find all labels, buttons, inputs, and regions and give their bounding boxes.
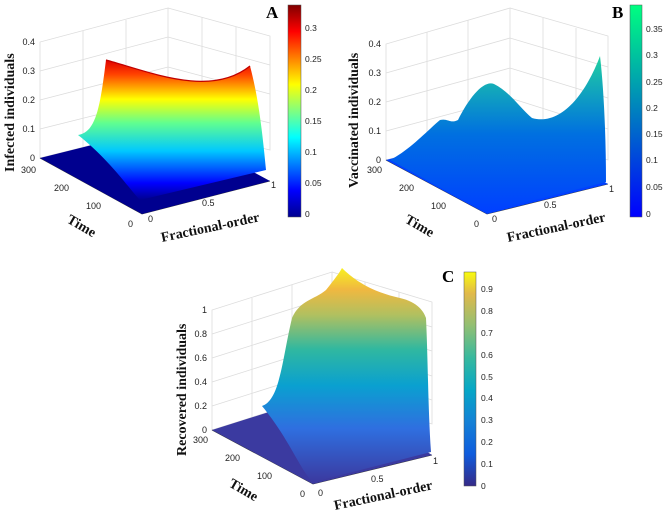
z-tick: 0.3 [22, 66, 35, 76]
y-tick: 200 [54, 183, 69, 193]
panel-c-label: C [442, 267, 454, 286]
z-tick: 0.4 [368, 39, 381, 49]
z-tick: 0.1 [368, 126, 381, 136]
x-tick: 0 [492, 214, 497, 224]
colorbar-tick: 0.7 [481, 328, 493, 338]
z-tick: 0.4 [194, 377, 207, 387]
colorbar-tick: 0.5 [481, 372, 493, 382]
y-tick: 200 [225, 453, 240, 463]
panel-a-ylabel: Time [64, 212, 98, 240]
panel-a-colorbar: 0 0.05 0.1 0.15 0.2 0.25 0.3 [287, 4, 322, 219]
colorbar-tick: 0.3 [305, 23, 317, 33]
panel-c: 0 0.2 0.4 0.6 0.8 1 0 100 200 300 0 0.5 … [175, 267, 493, 514]
colorbar-tick: 0 [305, 209, 310, 219]
panel-c-zlabel: Recovered individuals [175, 323, 190, 456]
x-tick: 0.5 [544, 200, 557, 210]
x-tick: 0 [318, 488, 323, 498]
z-tick: 0 [202, 425, 207, 435]
panel-c-colorbar: 0 0.1 0.2 0.3 0.4 0.5 0.6 0.7 0.8 0.9 [463, 271, 493, 491]
colorbar-tick: 0 [481, 481, 486, 491]
colorbar-tick: 0 [646, 209, 651, 219]
z-tick: 0.6 [194, 353, 207, 363]
panel-c-ylabel: Time [226, 476, 260, 504]
z-tick: 0 [30, 153, 35, 163]
y-tick: 100 [86, 201, 101, 211]
colorbar-tick: 0.1 [305, 147, 317, 157]
x-tick: 0.5 [371, 474, 384, 484]
colorbar-tick: 0.4 [481, 393, 493, 403]
colorbar-tick: 0.9 [481, 284, 493, 294]
panel-b-colorbar: 0 0.05 0.1 0.15 0.2 0.25 0.3 0.35 [629, 4, 663, 219]
y-tick: 300 [367, 165, 382, 175]
panel-a-z-ticks: 0 0.1 0.2 0.3 0.4 [22, 37, 35, 163]
panel-b-zlabel: Vaccinated individuals [347, 52, 362, 188]
panel-b-x-ticks: 0 0.5 1 [492, 184, 614, 224]
y-tick: 200 [399, 183, 414, 193]
colorbar-tick: 0.25 [305, 54, 322, 64]
y-tick: 0 [128, 219, 133, 229]
x-tick: 1 [433, 456, 438, 466]
colorbar-tick: 0.2 [646, 103, 658, 113]
z-tick: 0.3 [368, 68, 381, 78]
panel-b-surface [386, 56, 608, 214]
x-tick: 1 [271, 180, 276, 190]
colorbar-tick: 0.05 [646, 182, 663, 192]
y-tick: 0 [474, 219, 479, 229]
z-tick: 0.2 [194, 401, 207, 411]
panel-c-z-ticks: 0 0.2 0.4 0.6 0.8 1 [194, 305, 207, 435]
colorbar-tick: 0.6 [481, 350, 493, 360]
colorbar-tick: 0.25 [646, 77, 663, 87]
colorbar-tick: 0.3 [646, 50, 658, 60]
x-tick: 0 [148, 214, 153, 224]
y-tick: 100 [257, 471, 272, 481]
panel-a-label: A [266, 3, 279, 22]
x-tick: 1 [609, 184, 614, 194]
colorbar-tick: 0.1 [481, 459, 493, 469]
colorbar-tick: 0.3 [481, 415, 493, 425]
panel-b-label: B [612, 3, 623, 22]
colorbar-tick: 0.8 [481, 306, 493, 316]
panel-a-zlabel: Infected individuals [3, 53, 18, 172]
panel-a-surface [40, 59, 270, 214]
z-tick: 0.2 [368, 97, 381, 107]
colorbar-tick: 0.2 [305, 85, 317, 95]
panel-a-y-ticks: 0 100 200 300 [21, 165, 133, 229]
z-tick: 0.4 [22, 37, 35, 47]
y-tick: 0 [300, 489, 305, 499]
z-tick: 0.8 [194, 329, 207, 339]
panel-c-x-ticks: 0 0.5 1 [318, 456, 438, 498]
panel-b-y-ticks: 0 100 200 300 [367, 165, 479, 229]
colorbar-tick: 0.2 [481, 437, 493, 447]
panel-b-ylabel: Time [402, 212, 436, 240]
colorbar-tick: 0.15 [305, 116, 322, 126]
panel-a-xlabel: Fractional-order [160, 210, 261, 246]
z-tick: 0.1 [22, 124, 35, 134]
y-tick: 100 [431, 201, 446, 211]
x-tick: 0.5 [202, 198, 215, 208]
panel-a: 0 0.1 0.2 0.3 0.4 0 100 200 300 0 0.5 1 … [3, 3, 322, 246]
panel-b-xlabel: Fractional-order [506, 210, 607, 246]
colorbar-tick: 0.05 [305, 178, 322, 188]
panel-b-z-ticks: 0 0.1 0.2 0.3 0.4 [368, 39, 381, 165]
z-tick: 0 [376, 155, 381, 165]
panel-a-x-ticks: 0 0.5 1 [148, 180, 276, 224]
z-tick: 0.2 [22, 95, 35, 105]
panel-b: 0 0.1 0.2 0.3 0.4 0 100 200 300 0 0.5 1 … [347, 3, 663, 246]
colorbar-tick: 0.15 [646, 129, 663, 139]
colorbar-tick: 0.1 [646, 155, 658, 165]
panel-c-surface [212, 268, 432, 484]
y-tick: 300 [21, 165, 36, 175]
panel-c-y-ticks: 0 100 200 300 [193, 435, 305, 499]
colorbar-tick: 0.35 [646, 24, 663, 34]
z-tick: 1 [202, 305, 207, 315]
y-tick: 300 [193, 435, 208, 445]
